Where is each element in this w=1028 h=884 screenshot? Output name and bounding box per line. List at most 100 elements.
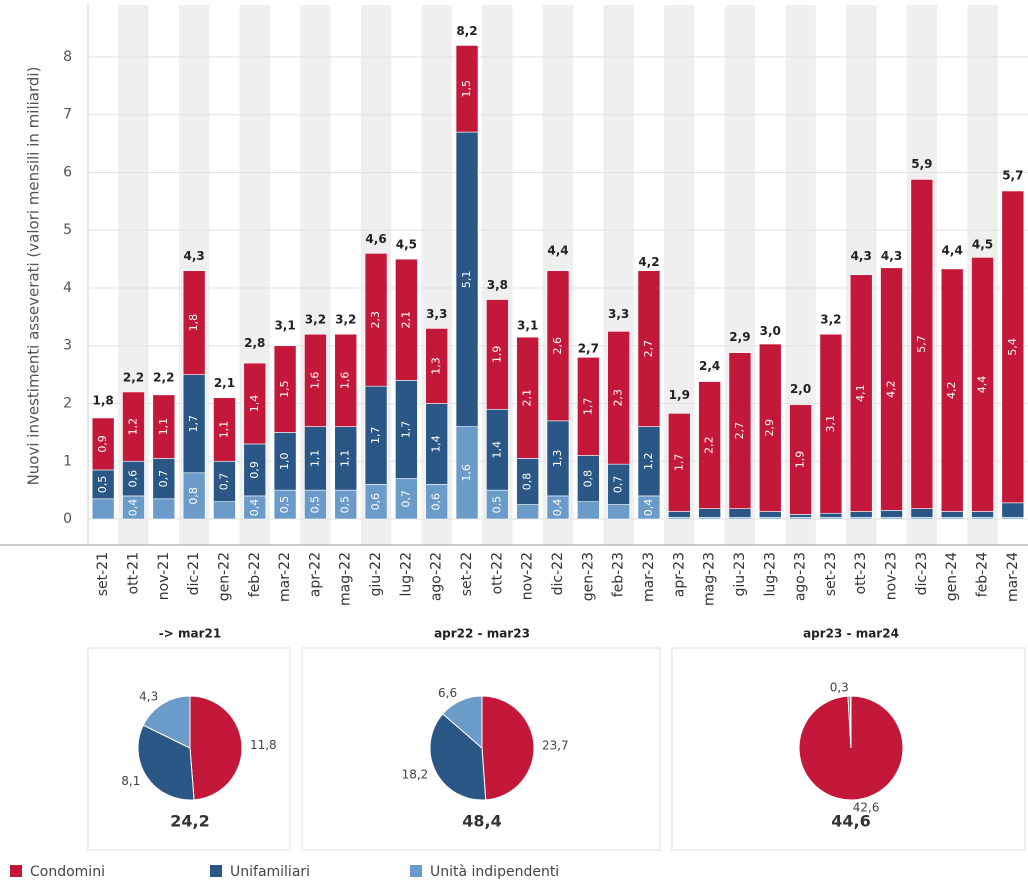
bar-segment: [637, 270, 661, 427]
total-label: 2,2: [153, 370, 174, 384]
pie-total: 24,2: [170, 812, 209, 831]
segment-label: 0,5: [96, 476, 109, 494]
segment-label: 1,4: [248, 395, 261, 413]
total-label: 5,9: [911, 157, 932, 171]
bar-segment: [364, 253, 388, 387]
segment-label: 0,6: [126, 470, 139, 488]
pie-title: -> mar21: [159, 627, 221, 641]
segment-label: 0,4: [642, 499, 655, 517]
pie-frame: [87, 647, 291, 851]
segment-label: 0,9: [248, 461, 261, 479]
x-tick-label: set-23: [823, 552, 839, 596]
total-label: 4,3: [851, 249, 872, 263]
pie-label: 42,6: [853, 800, 880, 814]
segment-label: 1,1: [308, 450, 321, 468]
bar-segment: [152, 394, 176, 459]
bar-segment: [213, 397, 236, 462]
bar-segment: [819, 512, 843, 518]
segment-label: 1,3: [430, 357, 443, 375]
bar-segment: [728, 352, 752, 509]
x-tick-label: apr-22: [307, 552, 323, 597]
segment-label: 1,5: [460, 80, 473, 98]
total-label: 4,5: [396, 238, 417, 252]
total-label: 2,0: [790, 382, 811, 396]
y-tick-label: 4: [63, 280, 72, 296]
x-tick-label: nov-22: [520, 552, 536, 600]
segment-label: 1,1: [217, 421, 230, 439]
bar-segment: [880, 510, 903, 518]
bar-segment: [1001, 502, 1025, 518]
pie-title: apr22 - mar23: [434, 627, 530, 641]
segment-label: 2,9: [763, 419, 776, 437]
x-tick-label: set-22: [459, 552, 475, 596]
segment-label: 0,6: [430, 493, 443, 511]
segment-label: 5,4: [1006, 338, 1019, 356]
x-tick-label: dic-23: [914, 552, 930, 595]
x-tick-label: lug-23: [762, 552, 778, 597]
bar-segment: [152, 498, 176, 520]
segment-label: 0,4: [551, 499, 564, 517]
pie-label: 8,1: [121, 774, 140, 788]
bar-segment: [728, 508, 752, 518]
bar-segment: [940, 511, 964, 518]
pie-title: apr23 - mar24: [803, 627, 899, 641]
pie-slice: [442, 695, 483, 750]
total-label: 3,3: [426, 307, 447, 321]
legend-swatch: [410, 865, 422, 877]
segment-label: 0,8: [581, 470, 594, 488]
total-label: 2,8: [244, 336, 265, 350]
segment-label: 1,4: [430, 435, 443, 453]
bar-segment: [243, 362, 267, 445]
segment-label: 3,1: [824, 415, 837, 433]
bar-segment: [486, 299, 509, 410]
total-label: 3,2: [820, 313, 841, 327]
segment-label: 1,1: [339, 450, 352, 468]
bar-segment: [667, 413, 691, 512]
total-label: 4,4: [547, 243, 568, 257]
total-label: 2,4: [699, 359, 720, 373]
pie-label: 4,3: [139, 690, 158, 704]
bar-segment: [910, 179, 934, 509]
total-label: 2,1: [214, 376, 235, 390]
segment-label: 4,4: [976, 376, 989, 394]
segment-label: 1,7: [581, 398, 594, 416]
segment-label: 1,7: [187, 415, 200, 433]
y-tick-label: 1: [63, 453, 72, 469]
y-tick-label: 3: [63, 338, 72, 354]
pie-slice: [429, 713, 487, 801]
segment-label: 1,6: [339, 372, 352, 390]
x-tick-label: dic-22: [550, 552, 566, 595]
x-tick-label: feb-22: [247, 552, 263, 597]
bar-segment: [182, 270, 206, 375]
x-tick-label: gen-23: [580, 552, 596, 601]
bar-segment: [577, 356, 600, 456]
bar-segment: [607, 504, 630, 520]
bar-segment: [516, 504, 539, 520]
bar-segment: [698, 381, 721, 509]
bar-segment: [940, 268, 964, 512]
x-tick-label: apr-23: [671, 552, 687, 597]
x-tick-label: feb-23: [611, 552, 627, 597]
segment-label: 1,4: [490, 441, 503, 459]
x-tick-label: lug-22: [398, 552, 414, 597]
pie-total: 44,6: [831, 812, 870, 831]
segment-label: 2,7: [733, 422, 746, 440]
total-label: 5,7: [1002, 168, 1023, 182]
bar-segment: [516, 336, 539, 459]
bar-segment: [758, 511, 782, 518]
bar-segment: [789, 514, 812, 518]
segment-label: 0,7: [157, 470, 170, 488]
y-tick-label: 0: [63, 511, 72, 527]
bar-segment: [122, 391, 145, 462]
total-label: 2,9: [729, 330, 750, 344]
y-tick-label: 7: [63, 107, 72, 123]
x-tick-label: gen-22: [216, 552, 232, 601]
segment-label: 1,8: [187, 314, 200, 332]
x-tick-label: mar-24: [1005, 552, 1021, 602]
x-tick-label: nov-23: [884, 552, 900, 600]
segment-label: 0,9: [96, 435, 109, 453]
bar-segment: [334, 333, 358, 427]
total-label: 3,1: [274, 318, 295, 332]
bar-segment: [577, 501, 600, 520]
total-label: 4,2: [638, 255, 659, 269]
